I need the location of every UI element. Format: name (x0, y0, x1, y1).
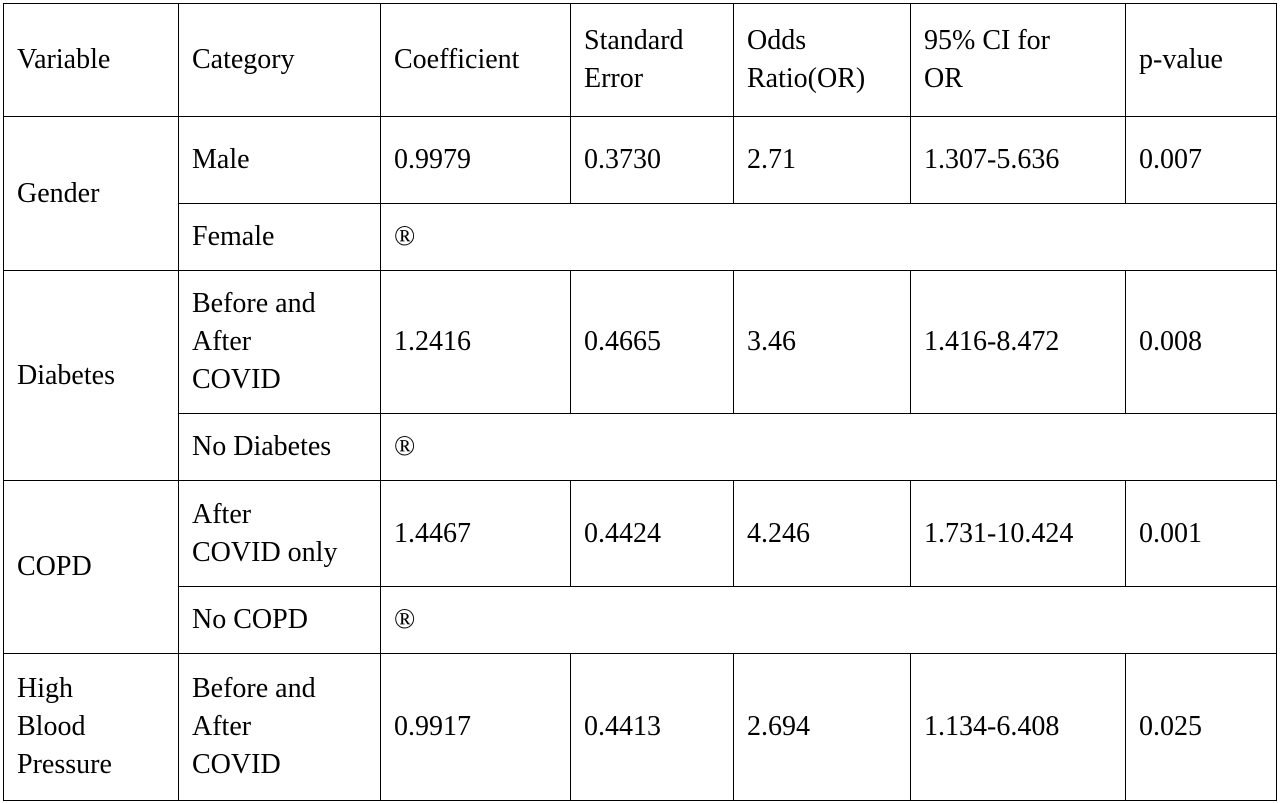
value-cell: 2.71 (733, 116, 911, 204)
value-cell: 1.4467 (380, 480, 571, 587)
value-cell: 0.4665 (570, 270, 734, 414)
value-cell: 1.134-6.408 (910, 653, 1126, 801)
value-cell: 3.46 (733, 270, 911, 414)
value-cell: 0.3730 (570, 116, 734, 204)
header-cell: Category (178, 3, 381, 117)
category-cell: No Diabetes (178, 413, 381, 481)
table-row: High Blood Pressure Before and After COVI… (3, 653, 1277, 801)
value-cell: 0.025 (1125, 653, 1277, 801)
table-row: Female ® (4, 203, 1277, 271)
header-cell: Coefficient (380, 3, 571, 117)
variable-cell: Gender (3, 116, 179, 271)
value-cell: 1.731-10.424 (910, 480, 1126, 587)
value-cell: 0.008 (1125, 270, 1277, 414)
value-cell: 0.9917 (380, 653, 571, 801)
value-cell: 2.694 (733, 653, 911, 801)
value-cell: ® (380, 203, 1277, 271)
category-cell: After COVID only (178, 480, 381, 587)
table-row: COPD After COVID only 1.4467 0.4424 4.246 1.7… (3, 480, 1277, 654)
category-cell: Before and After COVID (178, 653, 381, 801)
table-row: No Diabetes ® (4, 413, 1277, 481)
value-cell: 1.2416 (380, 270, 571, 414)
header-cell: 95% CI for OR (910, 3, 1126, 117)
category-cell: Female (178, 203, 381, 271)
table-row: Variable Category Coefficient Standard Erro… (3, 3, 1277, 117)
variable-cell: High Blood Pressure (3, 653, 179, 801)
value-cell: 0.001 (1125, 480, 1277, 587)
value-cell: ® (380, 586, 1277, 654)
header-cell: p-value (1125, 3, 1277, 117)
value-cell: 1.416-8.472 (910, 270, 1126, 414)
header-cell: Standard Error (570, 3, 734, 117)
value-cell: 1.307-5.636 (910, 116, 1126, 204)
value-cell: ® (380, 413, 1277, 481)
value-cell: 0.9979 (380, 116, 571, 204)
category-cell: No COPD (178, 586, 381, 654)
variable-cell: COPD (3, 480, 179, 654)
value-cell: 0.4413 (570, 653, 734, 801)
category-cell: Male (178, 116, 381, 204)
table-row: Gender Male 0.9979 0.3730 2.71 1.307-5.636 0.0… (3, 116, 1277, 271)
table-row: Diabetes Before and After COVID 1.2416 0.46… (3, 270, 1277, 481)
table-row: No COPD ® (4, 586, 1277, 654)
value-cell: 0.4424 (570, 480, 734, 587)
header-cell: Odds Ratio(OR) (733, 3, 911, 117)
variable-cell: Diabetes (3, 270, 179, 481)
results-table: Variable Category Coefficient Standard Erro… (3, 3, 1277, 801)
category-cell: Before and After COVID (178, 270, 381, 414)
value-cell: 0.007 (1125, 116, 1277, 204)
header-cell: Variable (3, 3, 179, 117)
value-cell: 4.246 (733, 480, 911, 587)
